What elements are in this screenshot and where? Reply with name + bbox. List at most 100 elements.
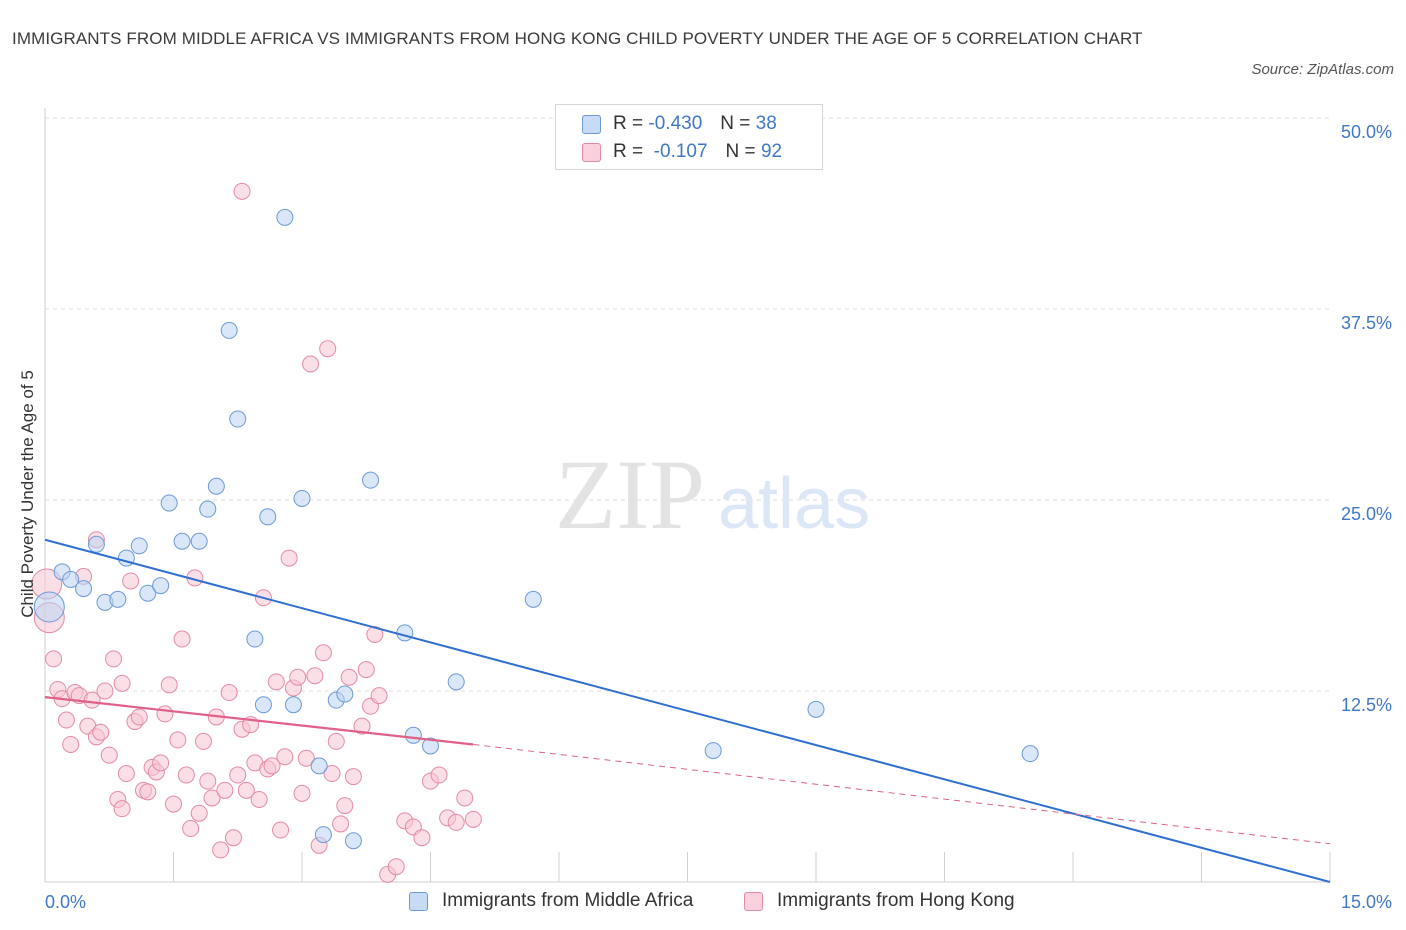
hong-kong-point	[194, 732, 212, 750]
middle-africa-point	[199, 500, 217, 518]
middle-africa-point	[130, 537, 148, 555]
legend-item-hong-kong[interactable]: Immigrants from Hong Kong	[744, 890, 1015, 912]
y-tick-label: 25.0%	[1341, 504, 1392, 524]
middle-africa-point	[220, 321, 238, 339]
middle-africa-point	[404, 726, 422, 744]
hong-kong-point	[344, 768, 362, 786]
hong-kong-point	[45, 650, 63, 668]
hong-kong-point	[216, 781, 234, 799]
hong-kong-point	[190, 804, 208, 822]
middle-africa-point	[1021, 745, 1039, 763]
hong-kong-point	[413, 829, 431, 847]
hong-kong-point	[306, 667, 324, 685]
legend-row-hong-kong: R = -0.107 N = 92	[582, 139, 782, 165]
source-label: Source: ZipAtlas.com	[1251, 61, 1394, 78]
hong-kong-point	[250, 790, 268, 808]
middle-africa-point	[152, 577, 170, 595]
hong-kong-point	[62, 735, 80, 753]
hong-kong-point	[276, 748, 294, 766]
n-label: N =	[720, 113, 751, 134]
middle-africa-point	[254, 696, 272, 714]
hong-kong-point	[272, 821, 290, 839]
legend-item-middle-africa[interactable]: Immigrants from Middle Africa	[409, 890, 693, 912]
middle-africa-point	[139, 584, 157, 602]
hong-kong-point	[100, 746, 118, 764]
r-label: R =	[613, 113, 644, 134]
hong-kong-point	[165, 795, 182, 813]
hong-kong-point	[293, 784, 311, 802]
hong-kong-point	[430, 766, 448, 784]
middle-africa-point	[173, 532, 191, 550]
hong-kong-point	[280, 549, 298, 567]
y-tick-label: 50.0%	[1341, 122, 1392, 142]
hong-kong-point	[233, 182, 251, 200]
hong-kong-point	[357, 661, 375, 679]
r-value: -0.430	[648, 113, 703, 134]
series-legend: Immigrants from Middle Africa Immigrants…	[0, 888, 1406, 916]
hong-kong-point	[105, 650, 123, 668]
hong-kong-point	[267, 673, 285, 691]
legend-row-middle-africa: R = -0.430 N = 38	[582, 111, 777, 137]
middle-africa-point	[293, 489, 311, 507]
watermark-zip: ZIP	[555, 439, 705, 550]
x-tick-label: 0.0%	[45, 892, 86, 912]
hong-kong-point	[336, 797, 354, 815]
pink-swatch	[744, 891, 763, 911]
r-value: -0.107	[653, 141, 708, 162]
middle-africa-trendline	[44, 538, 1331, 883]
middle-africa-point	[422, 737, 439, 755]
middle-africa-point	[160, 494, 178, 512]
hong-kong-point	[169, 731, 187, 749]
watermark-atlas: atlas	[718, 464, 870, 544]
blue-swatch	[409, 891, 428, 911]
hong-kong-point	[92, 723, 110, 741]
hong-kong-point	[263, 757, 281, 775]
middle-africa-point	[33, 591, 65, 623]
middle-africa-point	[310, 757, 328, 775]
hong-kong-point	[229, 766, 247, 784]
hong-kong-point	[173, 630, 191, 648]
hong-kong-point	[113, 800, 131, 818]
hong-kong-point	[464, 810, 482, 828]
hong-kong-point	[387, 858, 405, 876]
middle-africa-point	[447, 673, 465, 691]
middle-africa-point	[524, 590, 542, 608]
y-tick-label: 12.5%	[1341, 695, 1392, 715]
chart-title: IMMIGRANTS FROM MIDDLE AFRICA VS IMMIGRA…	[12, 29, 1143, 48]
hong-kong-point	[456, 789, 474, 807]
hong-kong-point	[113, 674, 131, 692]
hong-kong-point	[122, 572, 140, 590]
middle-africa-point	[314, 826, 332, 844]
legend-label: Immigrants from Hong Kong	[777, 890, 1015, 911]
middle-africa-point	[807, 700, 825, 718]
hong-kong-point	[353, 717, 371, 735]
hong-kong-point	[340, 668, 358, 686]
hong-kong-point	[152, 754, 170, 772]
middle-africa-point	[344, 832, 362, 850]
hong-kong-point	[366, 625, 384, 643]
middle-africa-point	[229, 410, 247, 428]
hong-kong-point	[96, 682, 114, 700]
hong-kong-point	[327, 732, 345, 750]
hong-kong-point	[212, 841, 230, 859]
n-value: 92	[760, 141, 783, 162]
hong-kong-point	[224, 829, 242, 847]
hong-kong-point	[220, 684, 238, 702]
hong-kong-point	[117, 765, 135, 783]
middle-africa-point	[246, 630, 264, 648]
hong-kong-point	[130, 708, 148, 726]
middle-africa-point	[704, 742, 722, 760]
x-tick-label: 15.0%	[1341, 892, 1392, 912]
hong-kong-point	[139, 783, 157, 801]
hong-kong-point	[160, 676, 178, 694]
middle-africa-point	[87, 535, 105, 553]
hong-kong-point	[302, 355, 320, 373]
hong-kong-point	[323, 765, 341, 783]
hong-kong-point	[83, 691, 101, 709]
hong-kong-trendline	[44, 696, 474, 746]
middle-africa-point	[362, 471, 380, 489]
middle-africa-point	[109, 590, 127, 608]
hong-kong-point	[177, 766, 195, 784]
hong-kong-point	[319, 340, 337, 358]
